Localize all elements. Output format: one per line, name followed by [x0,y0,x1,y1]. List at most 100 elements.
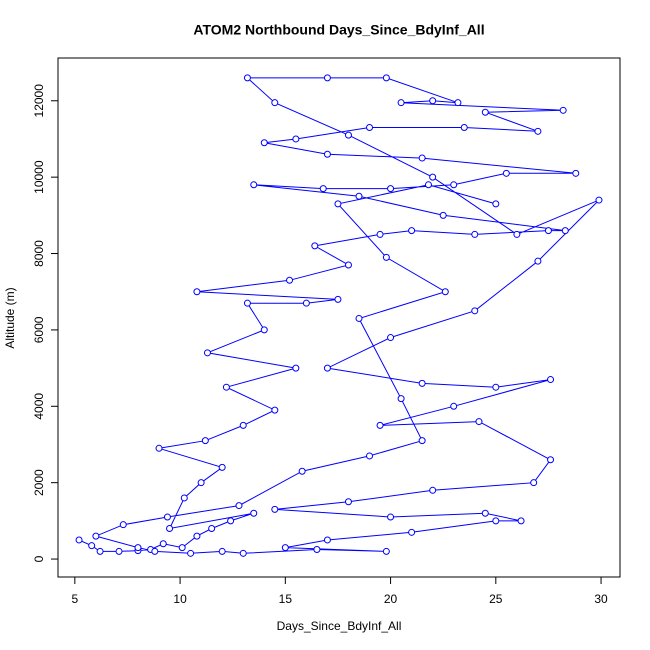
point [382,547,390,555]
point [429,97,437,105]
plot-frame [57,57,621,578]
point [355,192,363,200]
point [471,307,479,315]
point [134,544,142,552]
point [366,124,374,132]
x-tick-label: 25 [489,592,503,606]
point [397,395,405,403]
point [559,106,567,114]
point [243,299,251,307]
point [492,383,500,391]
chart-title: ATOM2 Northbound Days_Since_BdyInf_All [193,22,484,38]
point [286,276,294,284]
point [534,127,542,135]
point [366,452,374,460]
point [193,532,201,540]
point [166,524,174,532]
point [561,227,569,235]
point [513,230,521,238]
point [376,230,384,238]
point [323,364,331,372]
y-tick-label: 2000 [32,469,46,496]
point [222,383,230,391]
point [313,546,321,554]
point [408,528,416,536]
point [218,547,226,555]
point [319,185,327,193]
x-tick-label: 20 [384,592,398,606]
point [424,181,432,189]
point [387,513,395,521]
point [517,517,525,525]
point [418,379,426,387]
point [408,227,416,235]
point [441,288,449,296]
point [311,242,319,250]
point [235,502,243,510]
point [323,536,331,544]
point [544,227,552,235]
point [208,524,216,532]
y-tick-label: 8000 [32,240,46,267]
point [271,99,279,107]
point [271,505,279,513]
point [334,200,342,208]
point [382,253,390,261]
point [418,437,426,445]
y-tick-label: 4000 [32,393,46,420]
x-axis-label: Days_Since_BdyInf_All [277,619,402,633]
point [418,154,426,162]
point [155,444,163,452]
point [344,498,352,506]
x-tick-label: 10 [173,592,187,606]
x-tick-label: 30 [594,592,608,606]
x-tick-label: 5 [71,592,78,606]
point [163,513,171,521]
point [292,135,300,143]
point [382,74,390,82]
point [302,299,310,307]
point [203,349,211,357]
point [119,521,127,529]
y-axis-label: Altitude (m) [3,287,17,348]
point [481,509,489,517]
point [429,486,437,494]
y-tick-label: 6000 [32,316,46,343]
point [250,509,258,517]
point [475,418,483,426]
point [227,517,235,525]
point [281,544,289,552]
point [260,139,268,147]
point [530,479,538,487]
y-tick-label: 0 [32,555,46,562]
point [387,334,395,342]
point [292,364,300,372]
point [460,124,468,132]
point [439,211,447,219]
point [180,494,188,502]
point [323,150,331,158]
point [197,479,205,487]
point [239,549,247,557]
point [450,402,458,410]
point [96,547,104,555]
point [502,169,510,177]
point [75,536,83,544]
point [547,456,555,464]
point [534,257,542,265]
point [450,181,458,189]
point [323,74,331,82]
point [260,326,268,334]
point [201,437,209,445]
point [492,517,500,525]
point [88,542,96,550]
point [239,421,247,429]
point [92,532,100,540]
point [376,421,384,429]
point [387,185,395,193]
point [572,169,580,177]
point [355,314,363,322]
point [115,547,123,555]
point [298,467,306,475]
y-tick-label: 12000 [32,84,46,118]
